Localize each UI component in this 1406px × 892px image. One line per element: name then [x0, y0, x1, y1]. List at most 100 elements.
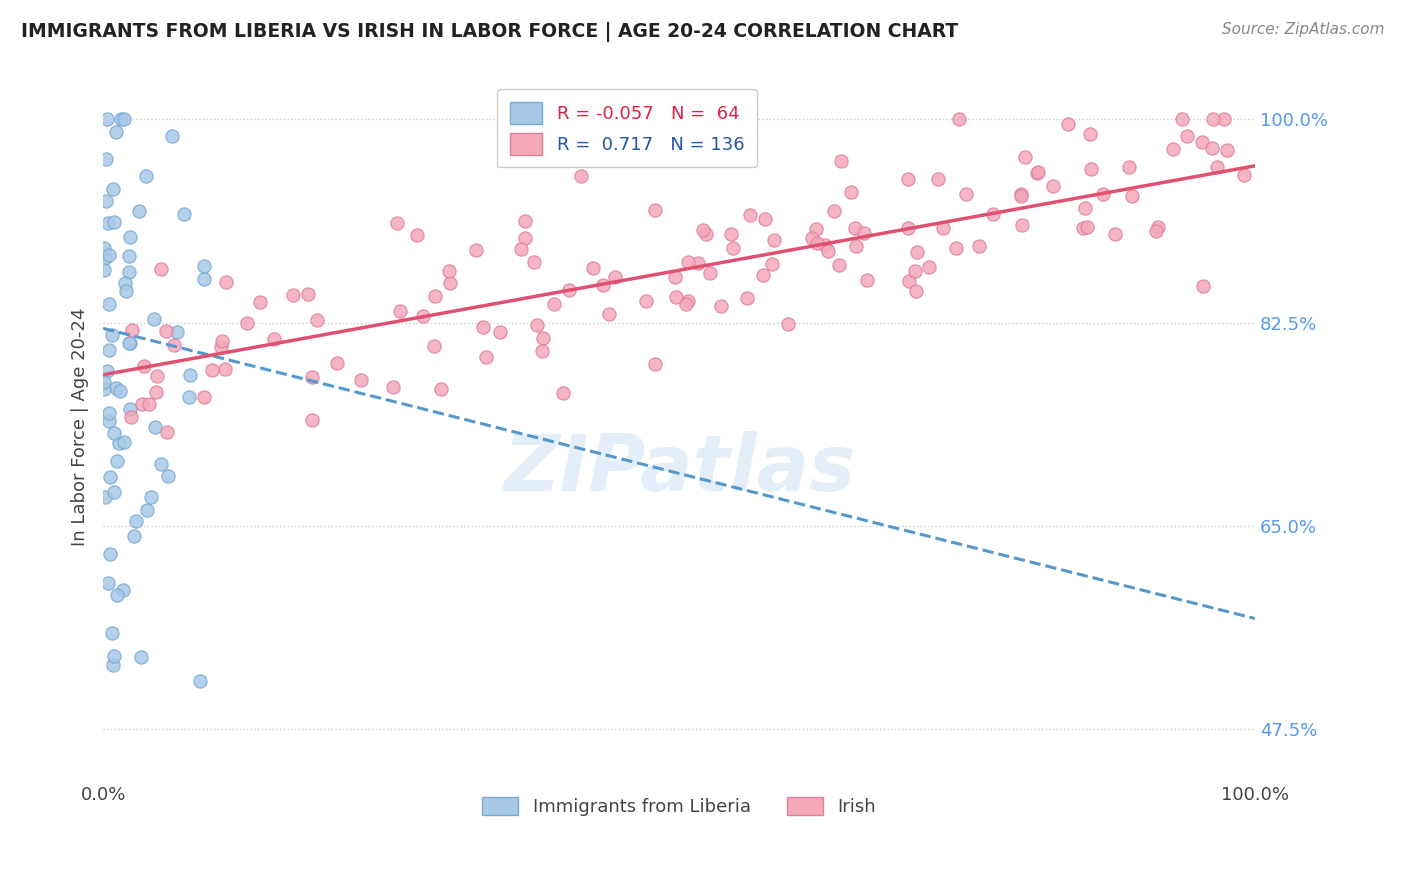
- Point: [110, 112, 132, 127]
- Point: [845, 239, 868, 253]
- Point: [188, 673, 211, 688]
- Point: [114, 276, 136, 290]
- Point: [678, 255, 700, 269]
- Point: [101, 658, 124, 673]
- Point: [675, 297, 697, 311]
- Point: [93, 382, 115, 396]
- Point: [1011, 218, 1033, 232]
- Point: [156, 425, 179, 439]
- Point: [1056, 117, 1078, 131]
- Point: [100, 626, 122, 640]
- Point: [1080, 161, 1102, 176]
- Point: [1076, 220, 1098, 235]
- Legend: Immigrants from Liberia, Irish: Immigrants from Liberia, Irish: [472, 788, 884, 825]
- Point: [138, 397, 160, 411]
- Point: [1071, 221, 1094, 235]
- Point: [96, 112, 118, 127]
- Point: [948, 112, 970, 127]
- Point: [754, 212, 776, 227]
- Point: [804, 221, 827, 235]
- Point: [93, 263, 115, 277]
- Point: [105, 453, 128, 467]
- Point: [111, 582, 134, 597]
- Point: [897, 171, 920, 186]
- Point: [945, 240, 967, 254]
- Point: [301, 413, 323, 427]
- Point: [738, 208, 761, 222]
- Point: [162, 128, 184, 143]
- Point: [1010, 186, 1032, 201]
- Point: [828, 258, 851, 272]
- Point: [1144, 224, 1167, 238]
- Point: [931, 221, 953, 235]
- Point: [1092, 186, 1115, 201]
- Point: [120, 230, 142, 244]
- Point: [412, 309, 434, 323]
- Point: [839, 185, 862, 199]
- Point: [430, 382, 453, 396]
- Point: [551, 386, 574, 401]
- Point: [644, 357, 666, 371]
- Point: [150, 261, 173, 276]
- Point: [98, 470, 121, 484]
- Point: [720, 227, 742, 241]
- Point: [699, 266, 721, 280]
- Point: [118, 264, 141, 278]
- Point: [96, 364, 118, 378]
- Point: [150, 458, 173, 472]
- Point: [139, 490, 162, 504]
- Point: [695, 227, 717, 242]
- Point: [94, 194, 117, 208]
- Point: [93, 241, 115, 255]
- Point: [592, 278, 614, 293]
- Point: [778, 317, 800, 331]
- Point: [439, 263, 461, 277]
- Point: [676, 294, 699, 309]
- Point: [471, 319, 494, 334]
- Point: [531, 331, 554, 345]
- Point: [112, 435, 135, 450]
- Point: [735, 291, 758, 305]
- Point: [898, 274, 921, 288]
- Point: [526, 318, 548, 333]
- Point: [146, 369, 169, 384]
- Point: [97, 406, 120, 420]
- Point: [105, 588, 128, 602]
- Point: [856, 273, 879, 287]
- Point: [105, 381, 128, 395]
- Point: [1028, 165, 1050, 179]
- Point: [193, 272, 215, 286]
- Point: [211, 340, 233, 354]
- Point: [249, 294, 271, 309]
- Point: [817, 244, 839, 258]
- Point: [103, 215, 125, 229]
- Text: ZIPatlas: ZIPatlas: [503, 432, 855, 508]
- Point: [118, 249, 141, 263]
- Point: [709, 299, 731, 313]
- Point: [101, 182, 124, 196]
- Point: [634, 293, 657, 308]
- Point: [967, 239, 990, 253]
- Point: [381, 380, 404, 394]
- Point: [211, 334, 233, 348]
- Point: [101, 328, 124, 343]
- Point: [664, 270, 686, 285]
- Point: [143, 420, 166, 434]
- Point: [145, 384, 167, 399]
- Point: [692, 223, 714, 237]
- Point: [94, 491, 117, 505]
- Point: [103, 485, 125, 500]
- Point: [125, 514, 148, 528]
- Point: [166, 325, 188, 339]
- Point: [112, 112, 135, 127]
- Point: [723, 241, 745, 255]
- Point: [98, 343, 121, 358]
- Point: [423, 339, 446, 353]
- Point: [830, 153, 852, 168]
- Point: [115, 284, 138, 298]
- Point: [1232, 168, 1254, 182]
- Point: [135, 169, 157, 183]
- Point: [214, 361, 236, 376]
- Point: [1175, 128, 1198, 143]
- Point: [281, 287, 304, 301]
